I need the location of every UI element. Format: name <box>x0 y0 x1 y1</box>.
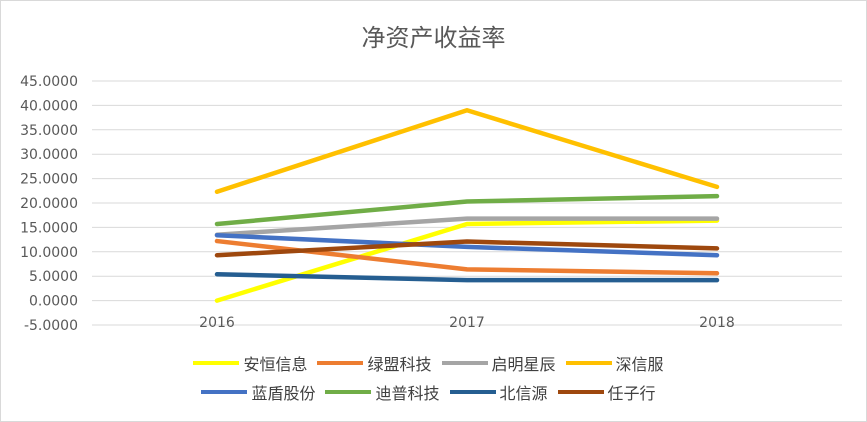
y-tick-label: 10.0000 <box>20 245 78 261</box>
legend-label: 迪普科技 <box>375 384 440 403</box>
series-line <box>214 239 720 258</box>
legend-label: 任子行 <box>607 384 656 403</box>
y-tick-label: 20.0000 <box>20 196 78 212</box>
legend-swatch <box>441 361 488 365</box>
x-tick-label: 2017 <box>449 315 485 331</box>
series-line <box>214 218 720 303</box>
y-tick-label: 45.0000 <box>20 74 78 90</box>
legend-swatch <box>325 390 372 394</box>
legend-label: 深信服 <box>615 355 664 374</box>
legend-swatch <box>557 390 604 394</box>
legend-swatch <box>201 390 248 394</box>
y-tick-label: 25.0000 <box>20 172 78 188</box>
y-tick-label: 5.0000 <box>29 269 78 285</box>
x-tick-label: 2016 <box>199 315 235 331</box>
legend-label: 北信源 <box>499 384 548 403</box>
legend-item: 北信源 <box>449 381 548 403</box>
legend-item: 绿盟科技 <box>317 352 432 374</box>
legend-swatch <box>449 390 496 394</box>
y-tick-label: -5.0000 <box>24 318 78 334</box>
legend-item: 迪普科技 <box>325 381 440 403</box>
legend-swatch <box>193 361 240 365</box>
legend-label: 蓝盾股份 <box>251 384 316 403</box>
legend-row: 蓝盾股份 迪普科技 北信源 任子行 <box>0 381 867 403</box>
y-tick-label: 0.0000 <box>29 294 78 310</box>
legend-swatch <box>317 361 364 365</box>
legend-item: 蓝盾股份 <box>201 381 315 403</box>
legend-item: 深信服 <box>565 352 664 374</box>
y-tick-label: 30.0000 <box>20 147 78 163</box>
series-line <box>214 232 720 258</box>
legend: 安恒信息 绿盟科技 启明星辰 深信服 蓝盾股份 迪普科技 北信源 任子行 <box>0 352 867 410</box>
legend-label: 安恒信息 <box>243 355 308 374</box>
series-line <box>214 108 720 195</box>
chart-title: 净资产收益率 <box>361 24 506 52</box>
legend-item: 启明星辰 <box>441 352 556 374</box>
legend-item: 任子行 <box>557 381 656 403</box>
y-tick-label: 40.0000 <box>20 98 78 114</box>
x-tick-label: 2018 <box>699 315 735 331</box>
legend-swatch <box>565 361 612 365</box>
legend-label: 绿盟科技 <box>367 355 432 374</box>
series-line <box>214 216 720 237</box>
y-tick-label: 15.0000 <box>20 220 78 236</box>
y-tick-label: 35.0000 <box>20 123 78 139</box>
legend-label: 启明星辰 <box>491 355 556 374</box>
series-line <box>214 271 720 283</box>
legend-row: 安恒信息 绿盟科技 启明星辰 深信服 <box>0 352 867 374</box>
series-line <box>214 193 720 227</box>
legend-item: 安恒信息 <box>193 352 307 374</box>
